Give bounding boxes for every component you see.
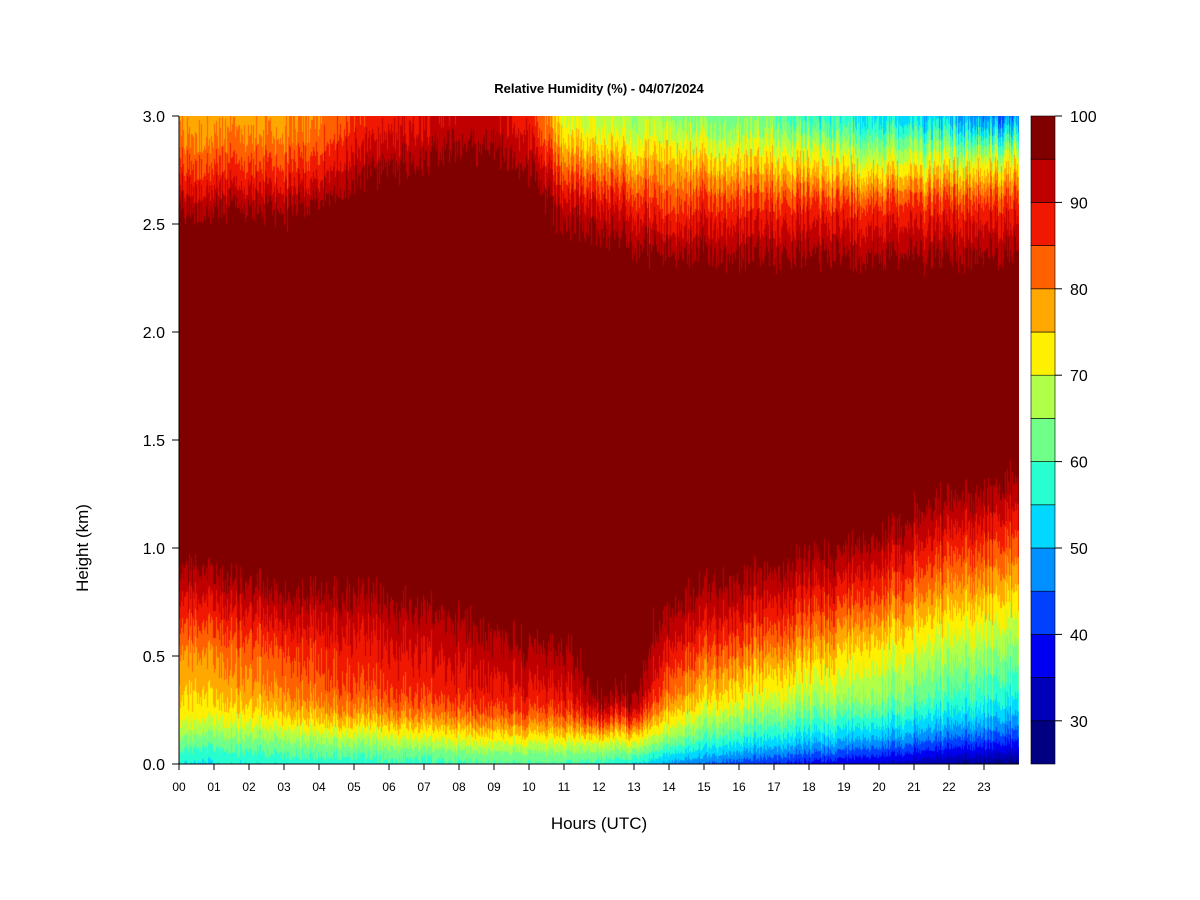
colorbar: 30 40 50 60 70 80 90 100 [1030, 109, 1097, 765]
colorbar-tick-label: 60 [1070, 455, 1088, 472]
y-axis: 0.0 0.5 1.0 1.5 2.0 2.5 3.0 [143, 109, 180, 774]
x-tick-label: 11 [558, 780, 571, 794]
y-tick-label: 0.5 [143, 649, 165, 666]
x-tick-label: 03 [277, 780, 291, 794]
x-tick-label: 04 [312, 780, 326, 794]
colorbar-swatch [1030, 288, 1056, 333]
x-tick-label: 14 [662, 780, 676, 794]
y-tick-label: 2.0 [143, 325, 165, 342]
colorbar-tick-label: 40 [1070, 627, 1088, 644]
y-tick-label: 3.0 [143, 109, 165, 126]
colorbar-swatch [1030, 158, 1056, 203]
x-tick-label: 23 [977, 780, 991, 794]
colorbar-swatch [1030, 590, 1056, 635]
colorbar-swatch [1030, 720, 1056, 765]
x-tick-label: 22 [942, 780, 956, 794]
colorbar-swatch [1030, 331, 1056, 376]
x-tick-label: 07 [417, 780, 431, 794]
colorbar-swatch [1030, 115, 1056, 160]
colorbar-swatch [1030, 418, 1056, 462]
y-axis-label: Height (km) [73, 504, 92, 592]
x-tick-label: 21 [907, 780, 921, 794]
y-tick-label: 0.0 [143, 757, 165, 774]
x-tick-label: 10 [522, 780, 536, 794]
colorbar-tick-label: 30 [1070, 714, 1088, 731]
x-tick-label: 02 [242, 780, 256, 794]
humidity-heatmap [179, 116, 1019, 764]
x-axis-label: Hours (UTC) [551, 814, 647, 833]
x-tick-label: 08 [452, 780, 466, 794]
colorbar-swatch [1030, 461, 1056, 506]
colorbar-tick-label: 100 [1070, 109, 1097, 126]
y-tick-label: 1.0 [143, 541, 165, 558]
x-tick-label: 20 [872, 780, 886, 794]
x-tick-label: 05 [347, 780, 361, 794]
y-tick-label: 1.5 [143, 433, 165, 450]
colorbar-swatch [1030, 634, 1056, 678]
x-tick-label: 06 [382, 780, 396, 794]
x-axis: 00 01 02 03 04 05 06 07 08 09 10 11 12 13 14 15 16 17 18 19… [172, 763, 1019, 794]
colorbar-swatch [1030, 504, 1056, 549]
x-tick-label: 09 [487, 780, 501, 794]
colorbar-swatch [1030, 202, 1056, 246]
colorbar-swatch [1030, 677, 1056, 722]
x-tick-label: 00 [172, 780, 186, 794]
x-tick-label: 13 [627, 780, 641, 794]
x-tick-label: 19 [837, 780, 851, 794]
y-tick-label: 2.5 [143, 217, 165, 234]
colorbar-tick-label: 80 [1070, 282, 1088, 299]
x-tick-label: 18 [802, 780, 816, 794]
plot-area [179, 116, 1019, 764]
x-tick-label: 12 [592, 780, 606, 794]
x-tick-label: 01 [207, 780, 221, 794]
colorbar-swatch [1030, 374, 1056, 419]
colorbar-swatch [1030, 245, 1056, 290]
colorbar-swatch [1030, 547, 1056, 592]
colorbar-tick-label: 70 [1070, 368, 1088, 385]
x-tick-label: 17 [767, 780, 781, 794]
x-tick-label: 16 [732, 780, 746, 794]
chart-title: Relative Humidity (%) - 04/07/2024 [494, 81, 704, 96]
colorbar-tick-label: 50 [1070, 541, 1088, 558]
colorbar-tick-label: 90 [1070, 195, 1088, 212]
x-tick-label: 15 [697, 780, 711, 794]
